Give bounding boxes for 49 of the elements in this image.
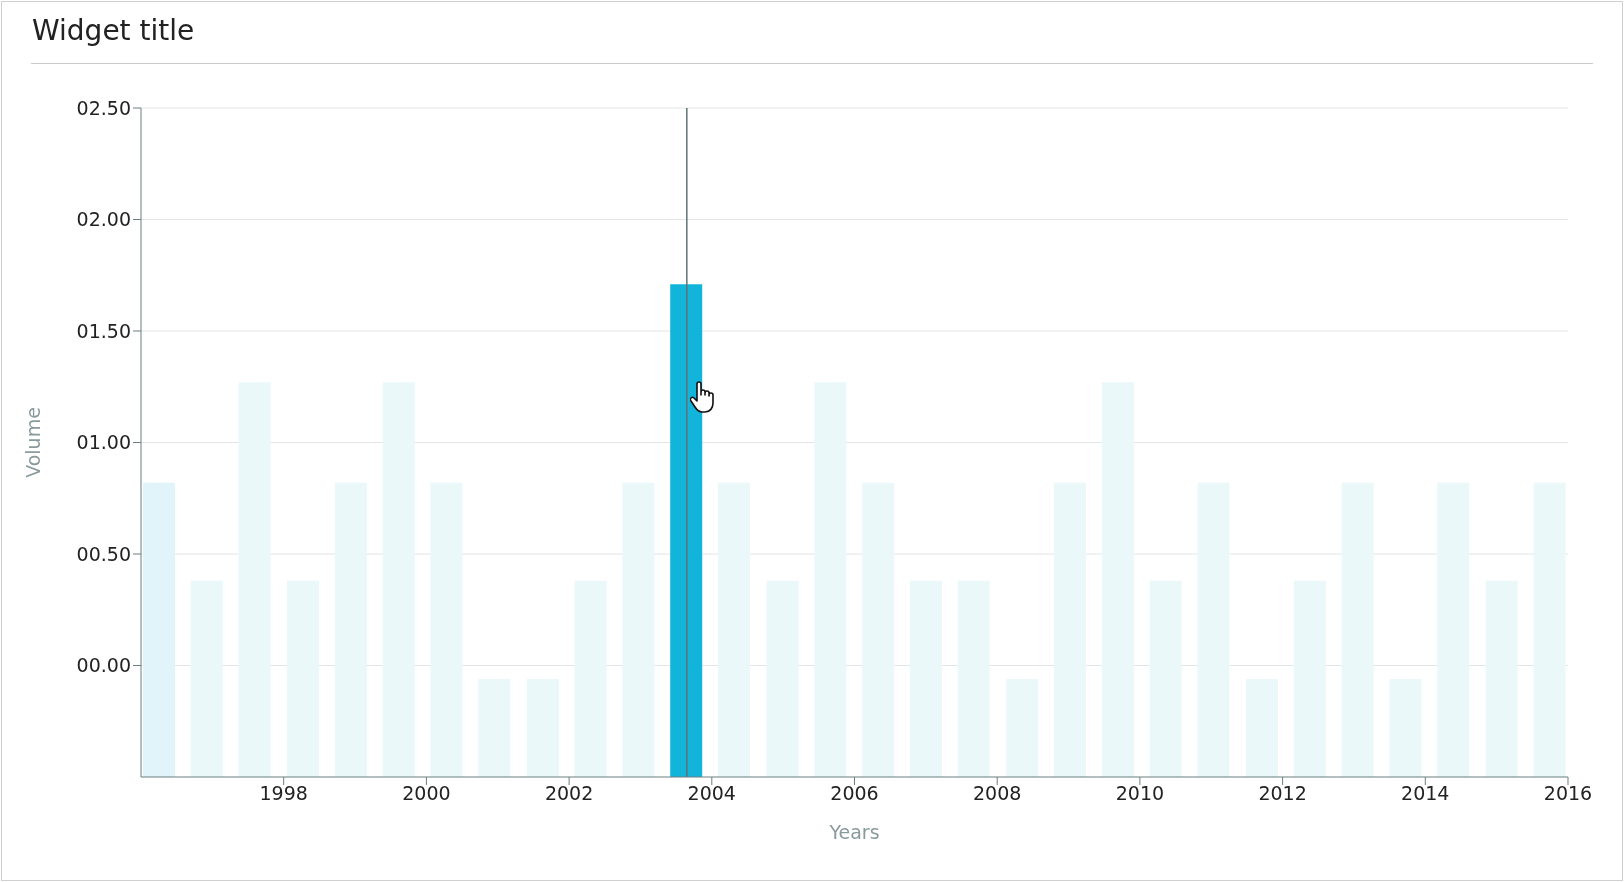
x-tick-label: 2008: [973, 782, 1022, 805]
bar: [1197, 482, 1230, 777]
bar: [238, 382, 271, 777]
y-tick-label: 01.00: [76, 431, 131, 454]
x-tick-label: 1998: [259, 782, 308, 805]
bar: [1006, 678, 1039, 777]
bar: [1149, 580, 1182, 777]
y-tick-label: 02.50: [76, 96, 131, 119]
bar: [1437, 482, 1470, 777]
y-tick-label: 02.00: [76, 208, 131, 231]
x-tick-label: 2000: [402, 782, 451, 805]
bar: [1533, 482, 1566, 777]
x-tick-label: 2016: [1543, 782, 1593, 805]
bar: [1246, 678, 1279, 777]
x-tick-label: 2006: [830, 782, 879, 805]
y-tick-label: 01.50: [76, 319, 131, 342]
bar: [478, 678, 511, 777]
bar: [909, 580, 942, 777]
bar: [1054, 482, 1087, 777]
bar: [1101, 382, 1134, 777]
bar: [142, 482, 175, 777]
bar: [718, 482, 751, 777]
bar: [670, 284, 703, 777]
y-axis-title: Volume: [21, 407, 44, 478]
x-tick-label: 2012: [1258, 782, 1307, 805]
bar: [526, 678, 559, 777]
chart-title: Widget title: [32, 14, 195, 47]
bar: [1341, 482, 1374, 777]
x-tick-label: 2014: [1401, 782, 1450, 805]
bar: [622, 482, 655, 777]
bar: [1485, 580, 1518, 777]
bar: [814, 382, 847, 777]
x-tick-label: 2002: [544, 782, 594, 805]
bar: [957, 580, 990, 777]
bar: [574, 580, 607, 777]
bar: [190, 580, 223, 777]
bar: [766, 580, 799, 777]
bar: [862, 482, 895, 777]
y-tick-label: 00.50: [76, 542, 131, 565]
bar: [1293, 580, 1326, 777]
bar: [287, 580, 320, 777]
x-tick-label: 2004: [687, 782, 736, 805]
bar: [430, 482, 463, 777]
bar: [1389, 678, 1422, 777]
y-tick-label: 00.00: [76, 654, 131, 677]
x-tick-label: 2010: [1115, 782, 1165, 805]
bar: [382, 382, 415, 777]
x-axis-title: Years: [828, 821, 880, 843]
bar: [334, 482, 367, 777]
